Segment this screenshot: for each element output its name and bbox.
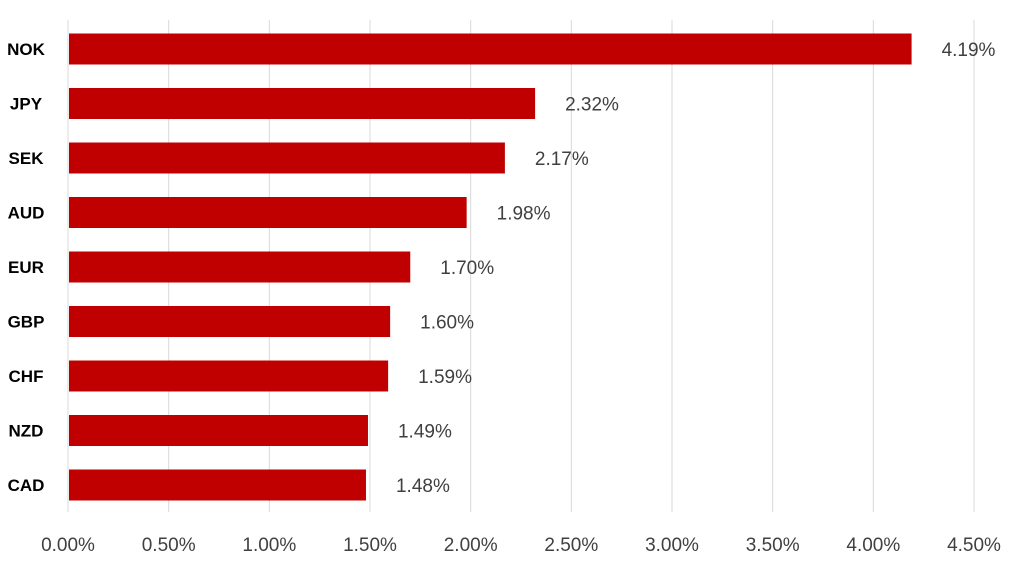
- x-tick-label: 3.50%: [746, 535, 800, 556]
- data-label: 1.98%: [497, 204, 551, 225]
- bar-chf: [69, 360, 389, 392]
- category-label: CAD: [8, 476, 45, 495]
- bars: [69, 33, 912, 501]
- x-tick-label: 4.00%: [846, 535, 900, 556]
- category-label: EUR: [8, 258, 44, 277]
- bar-cad: [69, 469, 366, 501]
- bar-gbp: [69, 306, 391, 337]
- bar-aud: [69, 197, 467, 228]
- x-tick-label: 1.00%: [242, 535, 296, 556]
- category-label: NZD: [9, 422, 44, 441]
- x-tick-label: 4.50%: [947, 535, 1001, 556]
- category-label: CHF: [9, 367, 44, 386]
- data-label: 1.48%: [396, 476, 450, 497]
- x-tick-label: 2.00%: [444, 535, 498, 556]
- bar-nzd: [69, 415, 368, 446]
- x-tick-label: 0.00%: [41, 535, 95, 556]
- data-label: 4.19%: [942, 40, 996, 61]
- category-labels: NOK JPY SEK AUD EUR GBP CHF NZD CAD: [7, 40, 46, 495]
- category-label: SEK: [9, 149, 45, 168]
- data-label: 2.32%: [565, 95, 619, 116]
- data-label: 1.59%: [418, 367, 472, 388]
- data-labels: 4.19% 2.32% 2.17% 1.98% 1.70% 1.60% 1.59% 1.49%…: [396, 40, 996, 497]
- data-label: 1.70%: [440, 258, 494, 279]
- bar-nok: [69, 33, 912, 65]
- data-label: 1.49%: [398, 422, 452, 443]
- x-tick-label: 2.50%: [544, 535, 598, 556]
- category-label: NOK: [7, 40, 46, 59]
- bar-eur: [69, 251, 411, 283]
- category-label: JPY: [10, 95, 43, 114]
- data-label: 1.60%: [420, 313, 474, 334]
- bar-jpy: [69, 88, 536, 119]
- category-label: GBP: [8, 313, 45, 332]
- x-tick-label: 0.50%: [142, 535, 196, 556]
- bar-sek: [69, 142, 505, 174]
- data-label: 2.17%: [535, 149, 589, 170]
- x-tick-label: 1.50%: [343, 535, 397, 556]
- category-label: AUD: [8, 204, 45, 223]
- x-axis-tick-labels: 0.00% 0.50% 1.00% 1.50% 2.00% 2.50% 3.00% 3.50%…: [41, 535, 1001, 556]
- x-tick-label: 3.00%: [645, 535, 699, 556]
